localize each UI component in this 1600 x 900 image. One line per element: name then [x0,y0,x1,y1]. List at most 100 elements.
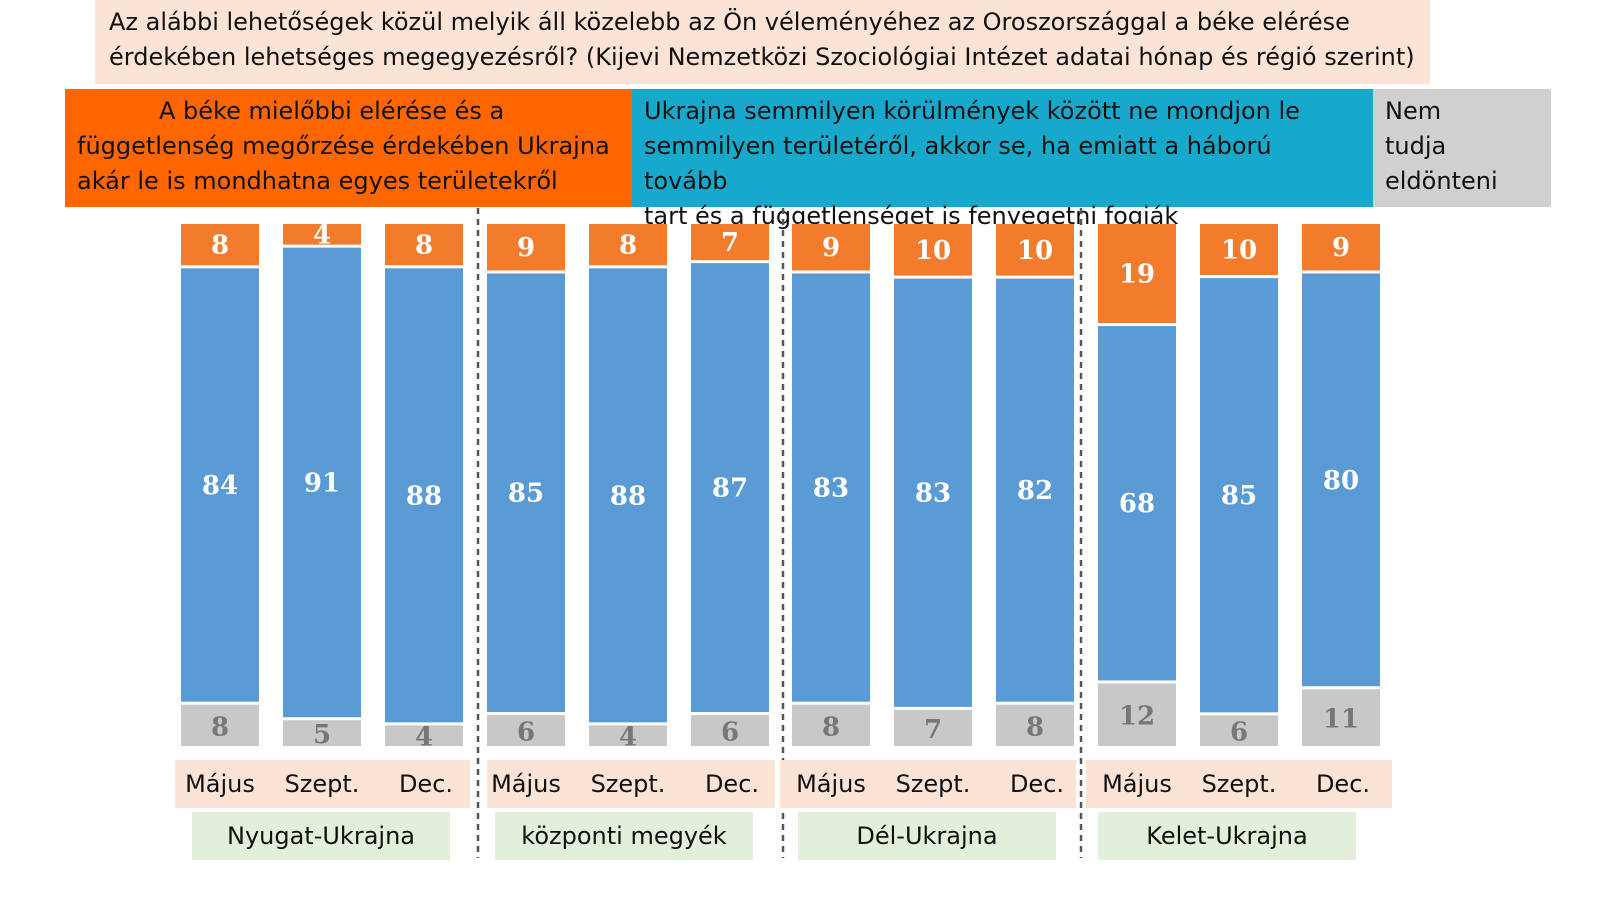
month-strip [1086,760,1392,808]
month-strip [175,760,470,808]
region-label: Kelet-Ukrajna [1098,812,1356,860]
data-label-blue: 68 [1119,489,1155,519]
bar-segment-blue [487,273,565,713]
bar-segment-gray [589,725,667,746]
data-label-orange: 8 [619,231,637,261]
bar-segment-orange [283,224,361,245]
data-label-gray: 6 [517,718,535,748]
data-label-orange: 8 [415,231,433,261]
bar-segment-orange [1302,224,1380,271]
legend-gray-line-1: Nem [1385,97,1442,125]
legend-blue: Ukrajna semmilyen körülmények között ne … [632,89,1373,230]
legend-blue-line-1: Ukrajna semmilyen körülmények között ne … [644,97,1300,125]
bar-segment-orange [894,224,972,276]
data-label-orange: 9 [822,233,840,263]
bar-segment-orange [792,224,870,271]
bar-segment-blue [1098,326,1176,681]
month-label: Dec. [1009,770,1065,798]
question-box: Az alábbi lehetőségek közül melyik áll k… [95,0,1430,84]
question-line-1: Az alábbi lehetőségek közül melyik áll k… [109,8,1350,36]
data-label-blue: 88 [610,481,646,511]
bar-segment-gray [1200,715,1278,746]
data-label-orange: 7 [721,228,739,258]
data-label-gray: 8 [1026,712,1044,742]
data-label-gray: 12 [1119,702,1155,732]
bar-segment-gray [691,715,769,746]
data-label-gray: 8 [822,712,840,742]
data-label-orange: 9 [517,233,535,263]
month-label: Szept. [1201,770,1277,798]
legend-gray-line-2: tudja [1385,132,1447,160]
data-label-blue: 84 [202,471,238,501]
data-label-gray: 8 [211,712,229,742]
data-label-blue: 85 [508,479,544,509]
bar-segment-blue [385,268,463,723]
data-label-gray: 6 [1230,718,1248,748]
legend-gray: Nem tudja eldönteni [1373,89,1551,207]
bar-segment-orange [385,224,463,266]
legend-gray-line-3: eldönteni [1385,167,1498,195]
month-label: Május [1102,770,1172,798]
month-label: Szept. [590,770,666,798]
bar-segment-gray [181,704,259,746]
region-label: központi megyék [495,812,753,860]
legend-blue-line-2: semmilyen területéről, akkor se, ha emia… [644,132,1272,195]
bar-segment-orange [1200,224,1278,276]
data-label-gray: 4 [619,723,637,753]
bar-segment-blue [1200,278,1278,713]
month-label: Szept. [284,770,360,798]
data-label-blue: 82 [1017,476,1053,506]
bar-segment-blue [894,278,972,707]
data-label-orange: 4 [313,220,331,250]
bar-segment-orange [996,224,1074,276]
bar-segment-blue [691,263,769,713]
bar-segment-gray [487,715,565,746]
legend-orange: A béke mielőbbi elérése és a függetlensé… [65,89,632,207]
month-strip [487,760,775,808]
month-label: Dec. [704,770,760,798]
month-label: Dec. [1315,770,1371,798]
bar-segment-gray [996,704,1074,746]
bar-segment-blue [792,273,870,702]
data-label-gray: 5 [313,720,331,750]
legend-orange-line-3: akár le is mondhatna egyes területekről [77,167,558,195]
month-label: Május [491,770,561,798]
data-label-orange: 10 [1017,236,1053,266]
region-label: Nyugat-Ukrajna [192,812,450,860]
data-label-blue: 87 [712,474,748,504]
region-label: Dél-Ukrajna [798,812,1056,860]
legend-orange-line-2: függetlenség megőrzése érdekében Ukrajna [77,132,610,160]
data-label-gray: 7 [924,715,942,745]
data-label-blue: 83 [813,474,849,504]
bar-segment-orange [589,224,667,266]
data-label-blue: 83 [915,479,951,509]
bar-segment-orange [1098,224,1176,324]
month-label: Május [796,770,866,798]
month-strip [780,760,1076,808]
month-label: Május [185,770,255,798]
bar-segment-gray [792,704,870,746]
month-label: Dec. [398,770,454,798]
data-label-orange: 10 [915,236,951,266]
bar-segment-blue [589,268,667,723]
bar-segment-gray [1302,689,1380,746]
data-label-blue: 85 [1221,481,1257,511]
data-label-orange: 10 [1221,236,1257,266]
data-label-gray: 6 [721,718,739,748]
bar-segment-blue [1302,273,1380,687]
data-label-blue: 88 [406,481,442,511]
bar-segment-blue [283,247,361,718]
month-label: Szept. [895,770,971,798]
bar-segment-blue [181,268,259,702]
question-line-2: érdekében lehetséges megegyezésről? (Kij… [109,43,1415,71]
bar-segment-blue [996,278,1074,702]
bar-segment-orange [487,224,565,271]
data-label-gray: 11 [1323,705,1359,735]
data-label-orange: 19 [1119,260,1155,290]
bar-segment-gray [283,720,361,746]
legend-orange-line-1: A béke mielőbbi elérése és a [159,97,505,125]
data-label-blue: 80 [1323,466,1359,496]
bar-segment-gray [1098,683,1176,746]
bar-segment-orange [181,224,259,266]
